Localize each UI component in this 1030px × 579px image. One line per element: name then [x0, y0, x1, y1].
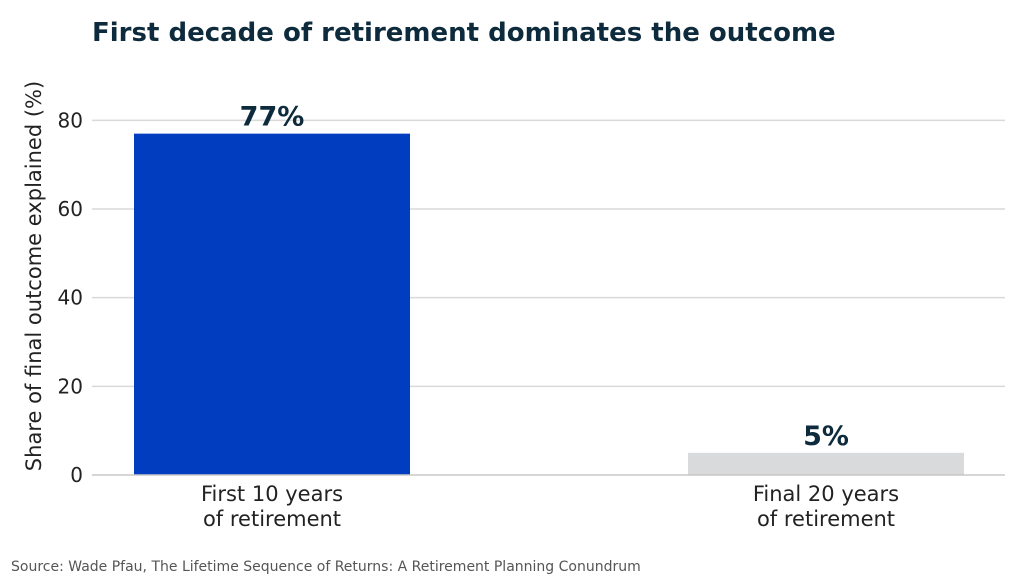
chart-title: First decade of retirement dominates the…	[92, 18, 836, 48]
data-label: 5%	[803, 421, 849, 452]
data-label: 77%	[240, 102, 305, 133]
y-tick-label: 40	[58, 286, 83, 310]
x-tick-label: of retirement	[757, 507, 895, 531]
x-tick-label: Final 20 years	[753, 482, 899, 506]
x-tick-label: First 10 years	[201, 482, 343, 506]
source-note: Source: Wade Pfau, The Lifetime Sequence…	[11, 559, 641, 575]
y-tick-label: 80	[58, 108, 83, 132]
x-tick-label: of retirement	[203, 507, 341, 531]
y-tick-label: 0	[70, 463, 83, 487]
bar-2	[688, 452, 964, 475]
y-tick-label: 20	[58, 374, 83, 398]
bars	[134, 133, 964, 475]
y-axis-title: Share of final outcome explained (%)	[22, 81, 46, 471]
y-tick-label: 60	[58, 197, 83, 221]
bar-1	[134, 133, 410, 475]
